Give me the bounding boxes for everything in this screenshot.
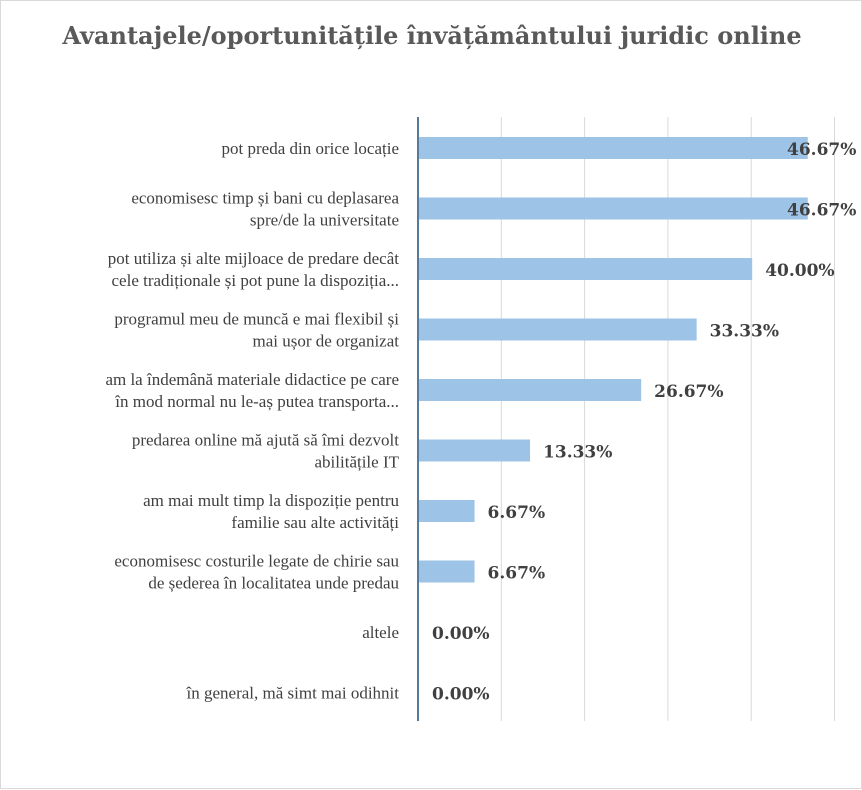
category-label: pot utiliza și alte mijloace de predare …	[108, 249, 400, 268]
data-label: 6.67%	[488, 564, 546, 584]
category-label: abilitățile IT	[315, 453, 400, 472]
category-label: familie sau alte activități	[231, 513, 399, 532]
category-label: în general, mă simt mai odihnit	[186, 684, 400, 703]
chart-title: Avantajele/oportunitățile învățământului…	[62, 21, 802, 50]
bar	[419, 137, 808, 159]
category-label: spre/de la universitate	[250, 211, 399, 230]
data-label: 46.67%	[787, 140, 856, 160]
bar	[419, 379, 642, 401]
data-label: 6.67%	[488, 503, 546, 523]
category-label: economisesc timp și bani cu deplasarea	[131, 189, 399, 208]
bar	[419, 318, 697, 341]
category-label: în mod normal nu le-aș putea transporta.…	[114, 392, 399, 411]
bar	[419, 560, 475, 583]
data-label: 33.33%	[710, 322, 779, 342]
category-label: am la îndemână materiale didactice pe ca…	[105, 370, 399, 389]
category-labels: pot preda din orice locație economisesc t…	[105, 139, 399, 703]
bar	[419, 258, 753, 280]
category-label: programul meu de muncă e mai flexibil și	[114, 310, 399, 329]
category-label: pot preda din orice locație	[222, 139, 399, 158]
bars	[419, 137, 808, 583]
data-label: 46.67%	[787, 201, 856, 221]
data-label: 0.00%	[432, 624, 490, 644]
category-label: am mai mult timp la dispoziție pentru	[143, 491, 399, 510]
data-label: 40.00%	[765, 261, 834, 281]
category-label: altele	[362, 623, 399, 642]
bar	[419, 439, 531, 462]
bar	[419, 197, 808, 220]
category-label: cele tradiționale și pot pune la dispozi…	[112, 271, 400, 290]
category-label: mai ușor de organizat	[252, 332, 399, 351]
bar	[419, 500, 475, 522]
category-label: economisesc costurile legate de chirie s…	[114, 552, 399, 571]
data-label: 0.00%	[432, 685, 490, 705]
category-label: de șederea în localitatea unde predau	[148, 574, 399, 593]
data-label: 26.67%	[654, 382, 723, 402]
category-label: predarea online mă ajută să îmi dezvolt	[132, 431, 399, 450]
data-label: 13.33%	[543, 443, 612, 463]
data-labels: 46.67% 46.67% 40.00% 33.33% 26.67% 13.33% 6.67…	[432, 140, 856, 705]
